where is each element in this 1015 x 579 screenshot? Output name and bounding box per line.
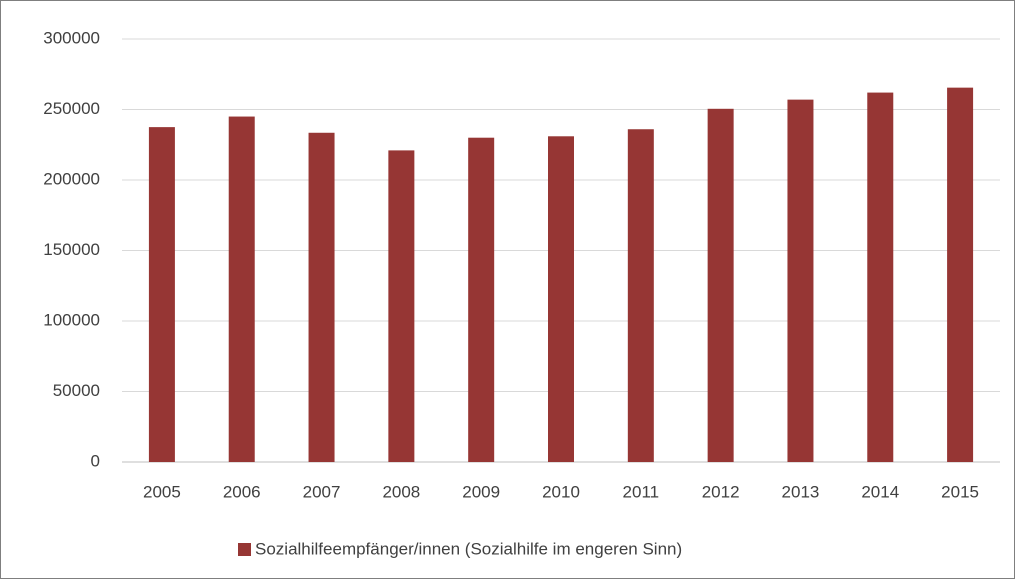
- x-tick-label: 2008: [382, 482, 420, 501]
- bar: [707, 108, 734, 463]
- bar: [947, 87, 974, 463]
- bar: [787, 99, 814, 462]
- x-tick-label: 2013: [782, 482, 820, 501]
- bar: [228, 116, 255, 463]
- x-tick-label: 2014: [861, 482, 899, 501]
- x-tick-label: 2005: [143, 482, 181, 501]
- x-tick-label: 2009: [462, 482, 500, 501]
- x-tick-label: 2006: [223, 482, 261, 501]
- bar: [867, 92, 894, 462]
- bar: [308, 132, 335, 462]
- y-tick-label: 300000: [43, 28, 100, 47]
- y-tick-label: 150000: [43, 240, 100, 259]
- y-tick-label: 200000: [43, 169, 100, 188]
- bar: [148, 127, 175, 462]
- x-tick-label: 2015: [941, 482, 979, 501]
- legend-label: Sozialhilfeempfänger/innen (Sozialhilfe …: [255, 539, 682, 558]
- bar: [548, 136, 574, 463]
- x-tick-label: 2012: [702, 482, 740, 501]
- y-tick-label: 0: [91, 451, 100, 470]
- bar: [388, 150, 415, 462]
- bar: [468, 137, 495, 462]
- legend-swatch: [238, 543, 251, 556]
- x-tick-label: 2011: [623, 482, 660, 501]
- y-tick-label: 50000: [53, 381, 100, 400]
- y-tick-label: 100000: [43, 310, 100, 329]
- x-tick-label: 2007: [303, 482, 341, 501]
- x-tick-label: 2010: [542, 482, 580, 501]
- y-tick-label: 250000: [43, 99, 100, 118]
- bar: [627, 129, 654, 463]
